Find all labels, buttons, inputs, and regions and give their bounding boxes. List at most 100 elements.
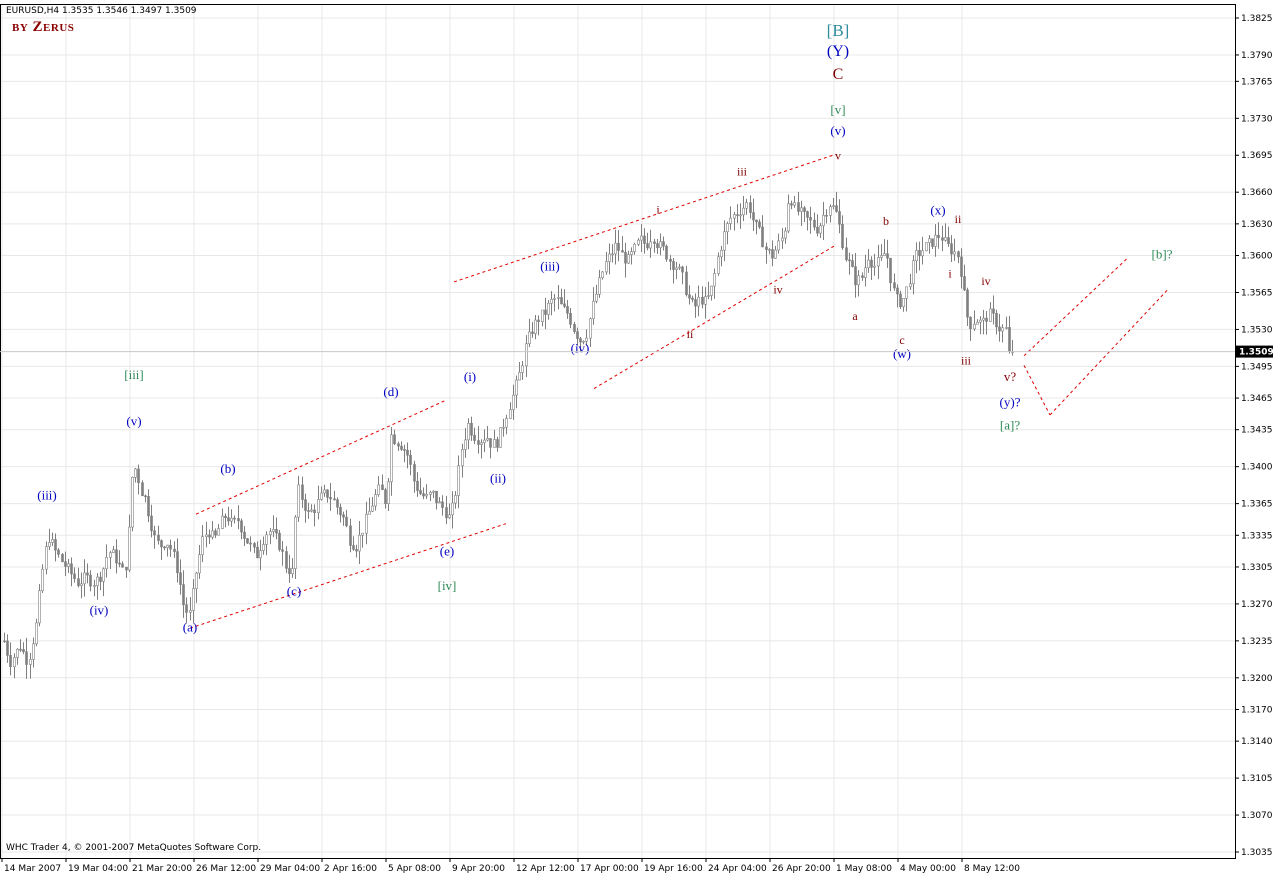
y-tick-label: 1.3530 [1241,325,1273,335]
candle-body [912,260,915,285]
candle-body [355,549,358,552]
candle-body [710,285,713,296]
candle-body [35,622,38,645]
candle-body [502,426,505,429]
candle-body [230,517,233,522]
candle-body [461,449,464,467]
candle-body [563,303,566,307]
candle-body [861,275,864,278]
candle-body [685,271,688,296]
wave-label: (ii) [490,471,506,486]
candle-body [950,243,953,255]
candle-body [512,394,515,410]
candle-body [1005,327,1008,329]
candle-body [339,506,342,516]
chart-frame [0,4,1236,859]
y-tick-label: 1.3070 [1241,811,1273,821]
candle-body [915,250,918,262]
wave-label: (iii) [37,487,57,502]
candle-body [198,554,201,574]
wave-label: ii [955,212,962,226]
wave-label: a [852,309,858,323]
x-tick-label: 8 May 12:00 [964,864,1020,874]
candle-body [729,217,732,224]
trend-line[interactable] [593,244,837,389]
x-tick-label: 29 Mar 04:00 [260,864,320,874]
x-tick-label: 9 Apr 20:00 [452,864,505,874]
candle-body [585,337,588,342]
candle-body [208,534,211,538]
candle-body [573,324,576,332]
candle-body [387,481,390,504]
candle-body [429,491,432,495]
x-tick-label: 4 May 00:00 [900,864,956,874]
y-tick-label: 1.3400 [1241,463,1273,473]
trend-line[interactable] [1049,288,1169,416]
candle-body [976,321,979,325]
candle-body [80,583,83,586]
trend-line[interactable] [453,153,837,283]
candle-body [937,234,940,239]
candle-body [505,418,508,428]
wave-label: i [656,202,660,216]
candle-body [99,576,102,582]
candle-body [374,494,377,507]
candle-body [966,289,969,318]
candle-body [781,237,784,242]
trend-line[interactable] [195,399,447,515]
candle-body [611,253,614,256]
trend-line[interactable] [1023,257,1129,357]
candle-body [329,497,332,500]
candle-body [422,493,425,497]
candle-body [819,225,822,234]
trend-line[interactable] [189,523,507,629]
candle-body [377,484,380,495]
candle-body [317,499,320,514]
candle-body [893,282,896,289]
candle-body [419,490,422,494]
candle-body [406,449,409,456]
candle-body [601,271,604,279]
candle-body [153,530,156,536]
candle-body [931,238,934,247]
candle-body [409,454,412,465]
candle-body [928,238,931,243]
candle-body [281,549,284,552]
y-tick-label: 1.3140 [1241,737,1273,747]
candle-body [253,543,256,548]
candle-body [121,563,124,568]
candle-body [518,372,521,381]
trend-line[interactable] [1023,365,1051,416]
candle-body [205,534,208,537]
candle-body [285,551,288,569]
candle-body [41,568,44,592]
candle-body [806,211,809,218]
y-tick-label: 1.3465 [1241,394,1273,404]
candle-body [89,574,92,587]
candle-body [765,246,768,250]
candle-body [169,544,172,550]
candle-body [829,206,832,216]
candle-body [582,340,585,343]
candle-body [947,237,950,244]
wave-label: [iv] [438,578,457,593]
candle-body [761,226,764,248]
candle-body [96,576,99,586]
candle-body [275,529,278,534]
candle-body [985,317,988,322]
candle-body [9,655,12,667]
candle-body [93,585,96,587]
candle-body [246,538,249,544]
candle-body [470,422,473,436]
y-tick-label: 1.3105 [1241,774,1273,784]
candle-body [416,480,419,491]
candle-body [141,482,144,497]
candle-body [758,221,761,228]
x-tick-label: 24 Apr 04:00 [708,864,767,874]
candle-body [579,338,582,343]
candle-body [534,319,537,334]
candle-body [995,313,998,328]
candle-body [243,531,246,539]
